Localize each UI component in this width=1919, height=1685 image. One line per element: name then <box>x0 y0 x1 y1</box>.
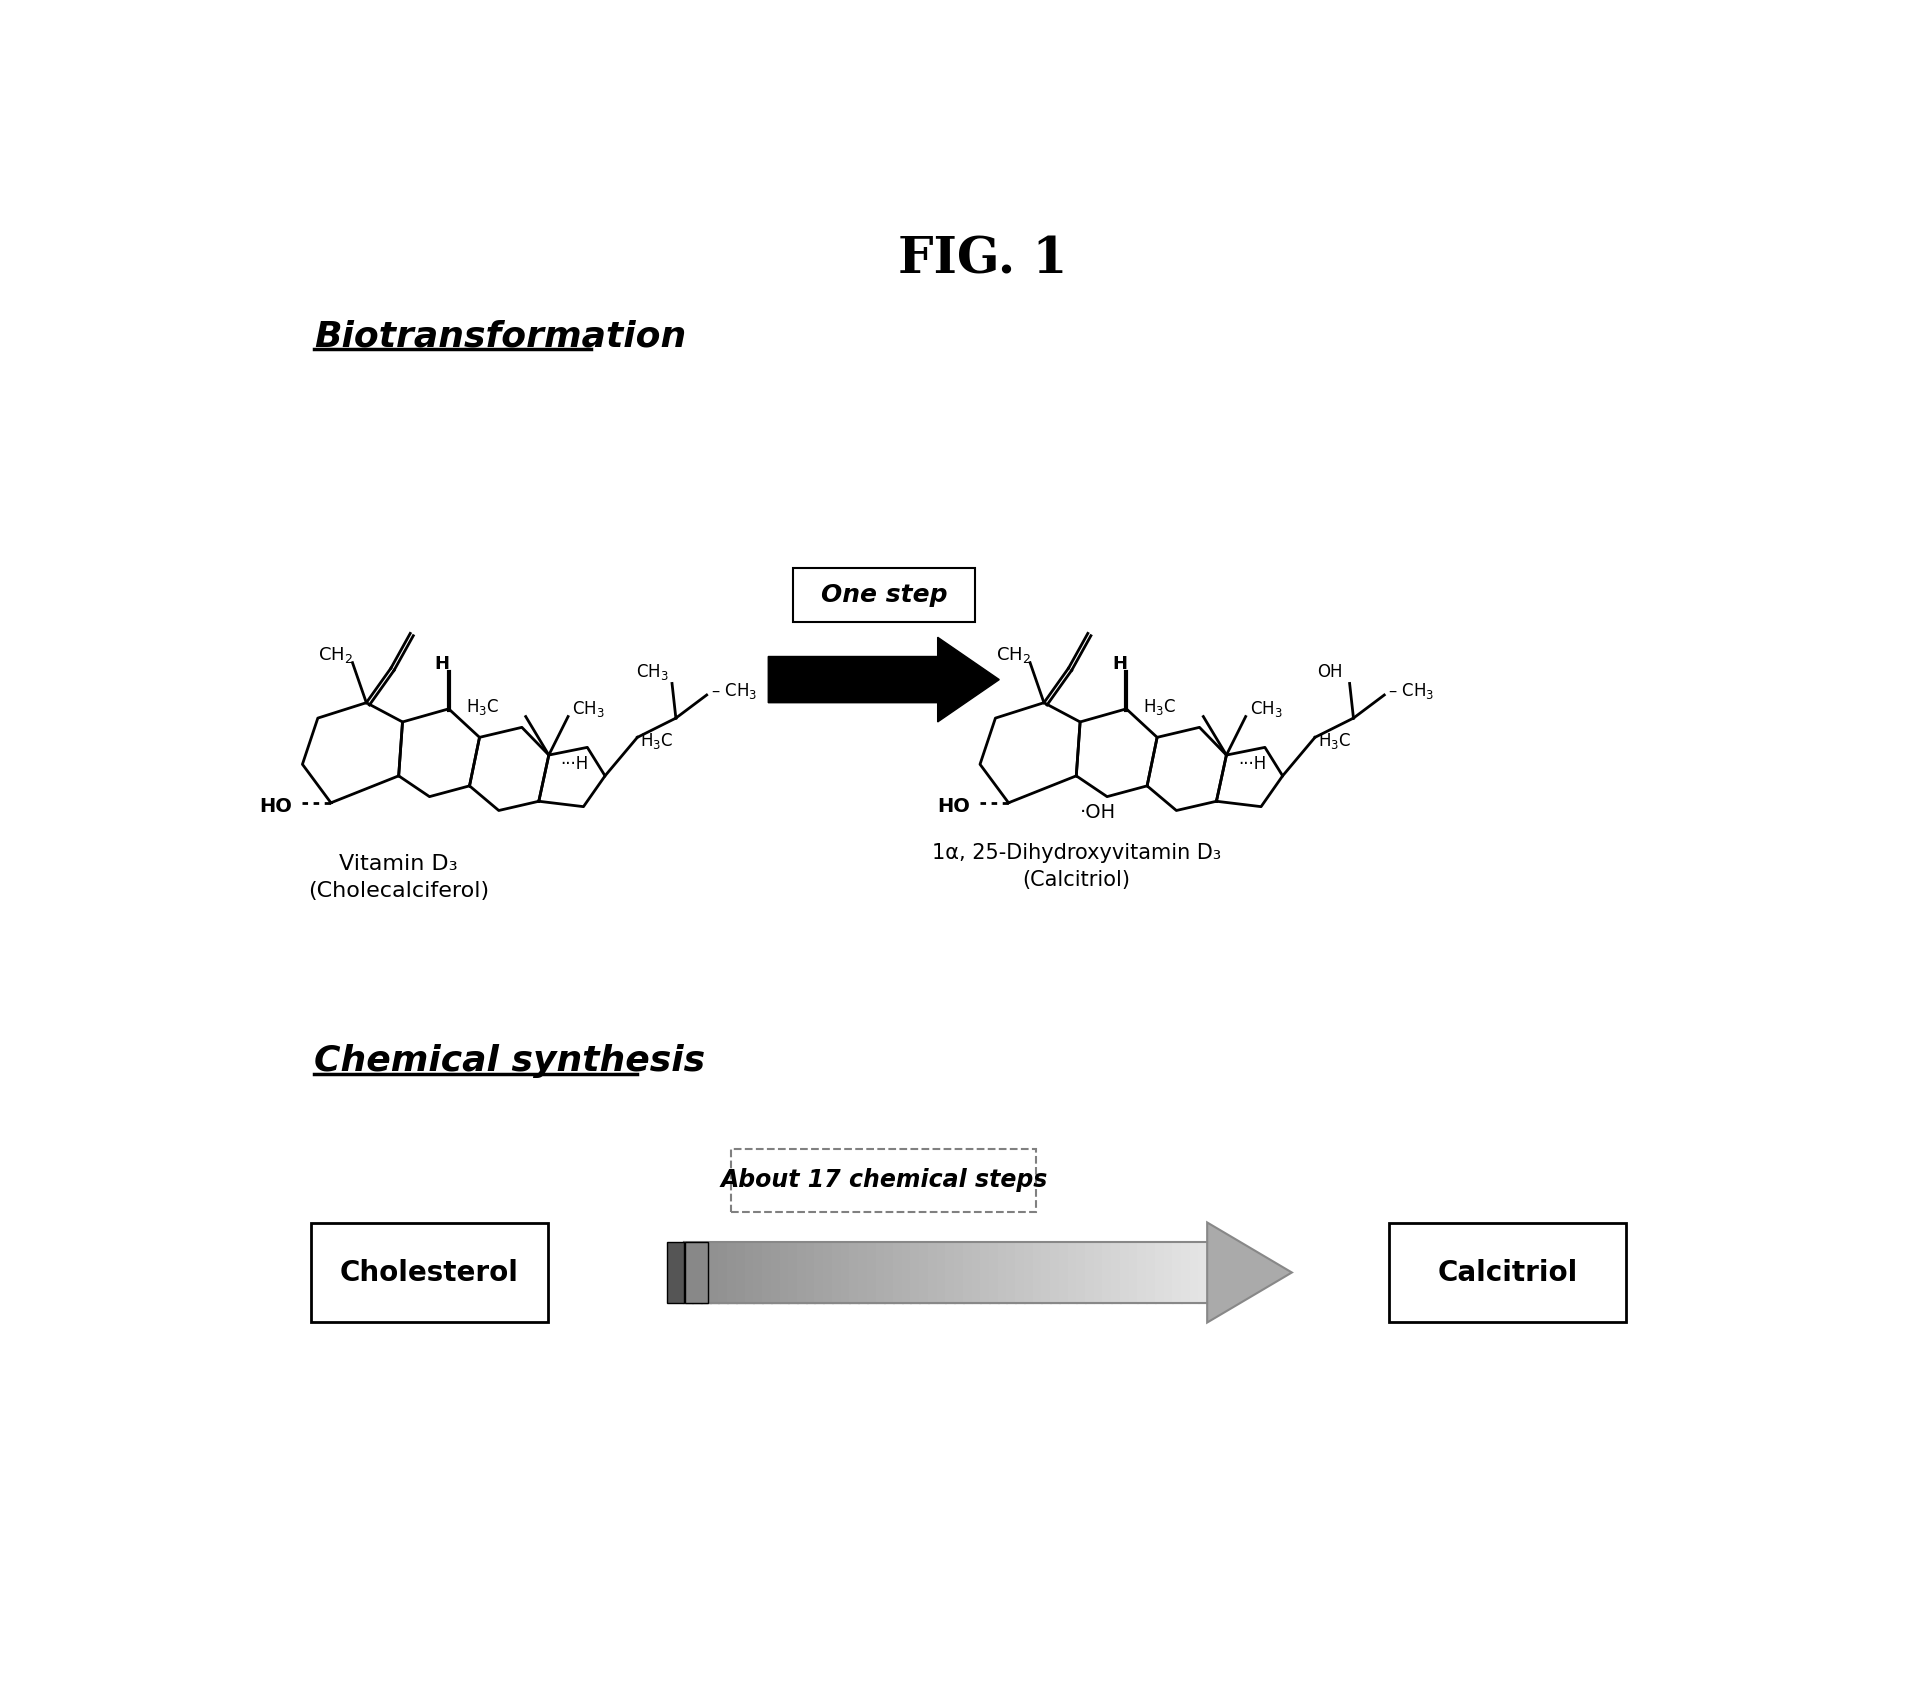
Bar <box>1077 1242 1086 1303</box>
Text: ···H: ···H <box>560 755 589 773</box>
Bar <box>963 1242 973 1303</box>
Bar <box>1102 1242 1111 1303</box>
Text: (Calcitriol): (Calcitriol) <box>1023 869 1130 890</box>
Bar <box>1121 1242 1130 1303</box>
Bar <box>858 1242 867 1303</box>
Bar <box>1111 1242 1121 1303</box>
Text: ···H: ···H <box>1238 755 1267 773</box>
Polygon shape <box>1207 1222 1291 1323</box>
Bar <box>1067 1242 1077 1303</box>
Text: CH$_3$: CH$_3$ <box>1249 699 1282 719</box>
Bar <box>875 1242 885 1303</box>
Text: H: H <box>434 655 449 674</box>
Bar <box>1059 1242 1069 1303</box>
Bar <box>1163 1242 1173 1303</box>
Text: H$_3$C: H$_3$C <box>1318 731 1351 752</box>
Bar <box>1084 1242 1094 1303</box>
Bar <box>988 1242 998 1303</box>
Text: CH$_3$: CH$_3$ <box>637 662 670 682</box>
Bar <box>867 1242 877 1303</box>
Text: Chemical synthesis: Chemical synthesis <box>315 1043 704 1078</box>
Text: H: H <box>1111 655 1126 674</box>
Bar <box>754 1242 764 1303</box>
Bar <box>936 1242 946 1303</box>
Bar <box>1180 1242 1190 1303</box>
Bar <box>892 1242 902 1303</box>
Text: H$_3$C: H$_3$C <box>1144 696 1176 716</box>
Bar <box>806 1242 816 1303</box>
Bar <box>683 1242 693 1303</box>
Bar <box>779 1242 789 1303</box>
Text: – CH$_3$: – CH$_3$ <box>710 681 756 701</box>
Text: – CH$_3$: – CH$_3$ <box>1387 681 1435 701</box>
Bar <box>841 1242 850 1303</box>
Bar <box>789 1242 798 1303</box>
Bar <box>919 1242 929 1303</box>
Bar <box>710 1242 720 1303</box>
Text: CH$_2$: CH$_2$ <box>996 645 1031 666</box>
Bar <box>885 1242 894 1303</box>
Text: Calcitriol: Calcitriol <box>1437 1259 1577 1287</box>
Bar <box>771 1242 781 1303</box>
Bar <box>981 1242 990 1303</box>
FancyBboxPatch shape <box>731 1149 1036 1212</box>
FancyBboxPatch shape <box>311 1223 549 1321</box>
Text: FIG. 1: FIG. 1 <box>898 236 1067 285</box>
Bar <box>1025 1242 1034 1303</box>
Bar <box>1006 1242 1015 1303</box>
Bar <box>685 1242 708 1303</box>
Text: (Cholecalciferol): (Cholecalciferol) <box>309 881 489 901</box>
Bar <box>1173 1242 1182 1303</box>
Bar <box>1094 1242 1103 1303</box>
Bar <box>1199 1242 1207 1303</box>
Text: Vitamin D₃: Vitamin D₃ <box>340 854 459 875</box>
Bar <box>735 1242 745 1303</box>
Bar <box>910 1242 919 1303</box>
FancyBboxPatch shape <box>793 568 975 622</box>
Bar <box>850 1242 860 1303</box>
Bar <box>1155 1242 1165 1303</box>
Text: HO: HO <box>936 797 969 816</box>
Text: Biotransformation: Biotransformation <box>315 320 687 354</box>
Bar <box>971 1242 981 1303</box>
Bar <box>946 1242 956 1303</box>
Bar <box>745 1242 754 1303</box>
FancyArrow shape <box>768 637 1000 721</box>
FancyBboxPatch shape <box>1389 1223 1625 1321</box>
Bar <box>693 1242 702 1303</box>
Bar <box>929 1242 936 1303</box>
Bar <box>1015 1242 1025 1303</box>
Bar <box>1032 1242 1042 1303</box>
Bar <box>718 1242 727 1303</box>
Bar <box>833 1242 841 1303</box>
Bar <box>954 1242 963 1303</box>
Text: H$_3$C: H$_3$C <box>466 696 499 716</box>
Text: HO: HO <box>259 797 292 816</box>
Bar <box>1042 1242 1052 1303</box>
Bar <box>1146 1242 1155 1303</box>
Text: About 17 chemical steps: About 17 chemical steps <box>720 1168 1048 1191</box>
Text: 1α, 25-Dihydroxyvitamin D₃: 1α, 25-Dihydroxyvitamin D₃ <box>933 842 1220 863</box>
Bar <box>1050 1242 1059 1303</box>
Text: ·OH: ·OH <box>1080 802 1117 822</box>
Bar <box>1128 1242 1138 1303</box>
Bar <box>700 1242 710 1303</box>
Bar <box>998 1242 1007 1303</box>
Bar <box>823 1242 833 1303</box>
Text: Cholesterol: Cholesterol <box>340 1259 518 1287</box>
Bar <box>666 1242 683 1303</box>
Bar <box>814 1242 823 1303</box>
Bar <box>902 1242 912 1303</box>
Bar <box>762 1242 771 1303</box>
Bar <box>1190 1242 1199 1303</box>
Text: CH$_2$: CH$_2$ <box>319 645 353 666</box>
Text: H$_3$C: H$_3$C <box>641 731 674 752</box>
Bar <box>1138 1242 1148 1303</box>
Text: OH: OH <box>1318 662 1343 681</box>
Text: CH$_3$: CH$_3$ <box>572 699 604 719</box>
Bar <box>796 1242 806 1303</box>
Text: One step: One step <box>821 583 946 607</box>
Bar <box>727 1242 737 1303</box>
